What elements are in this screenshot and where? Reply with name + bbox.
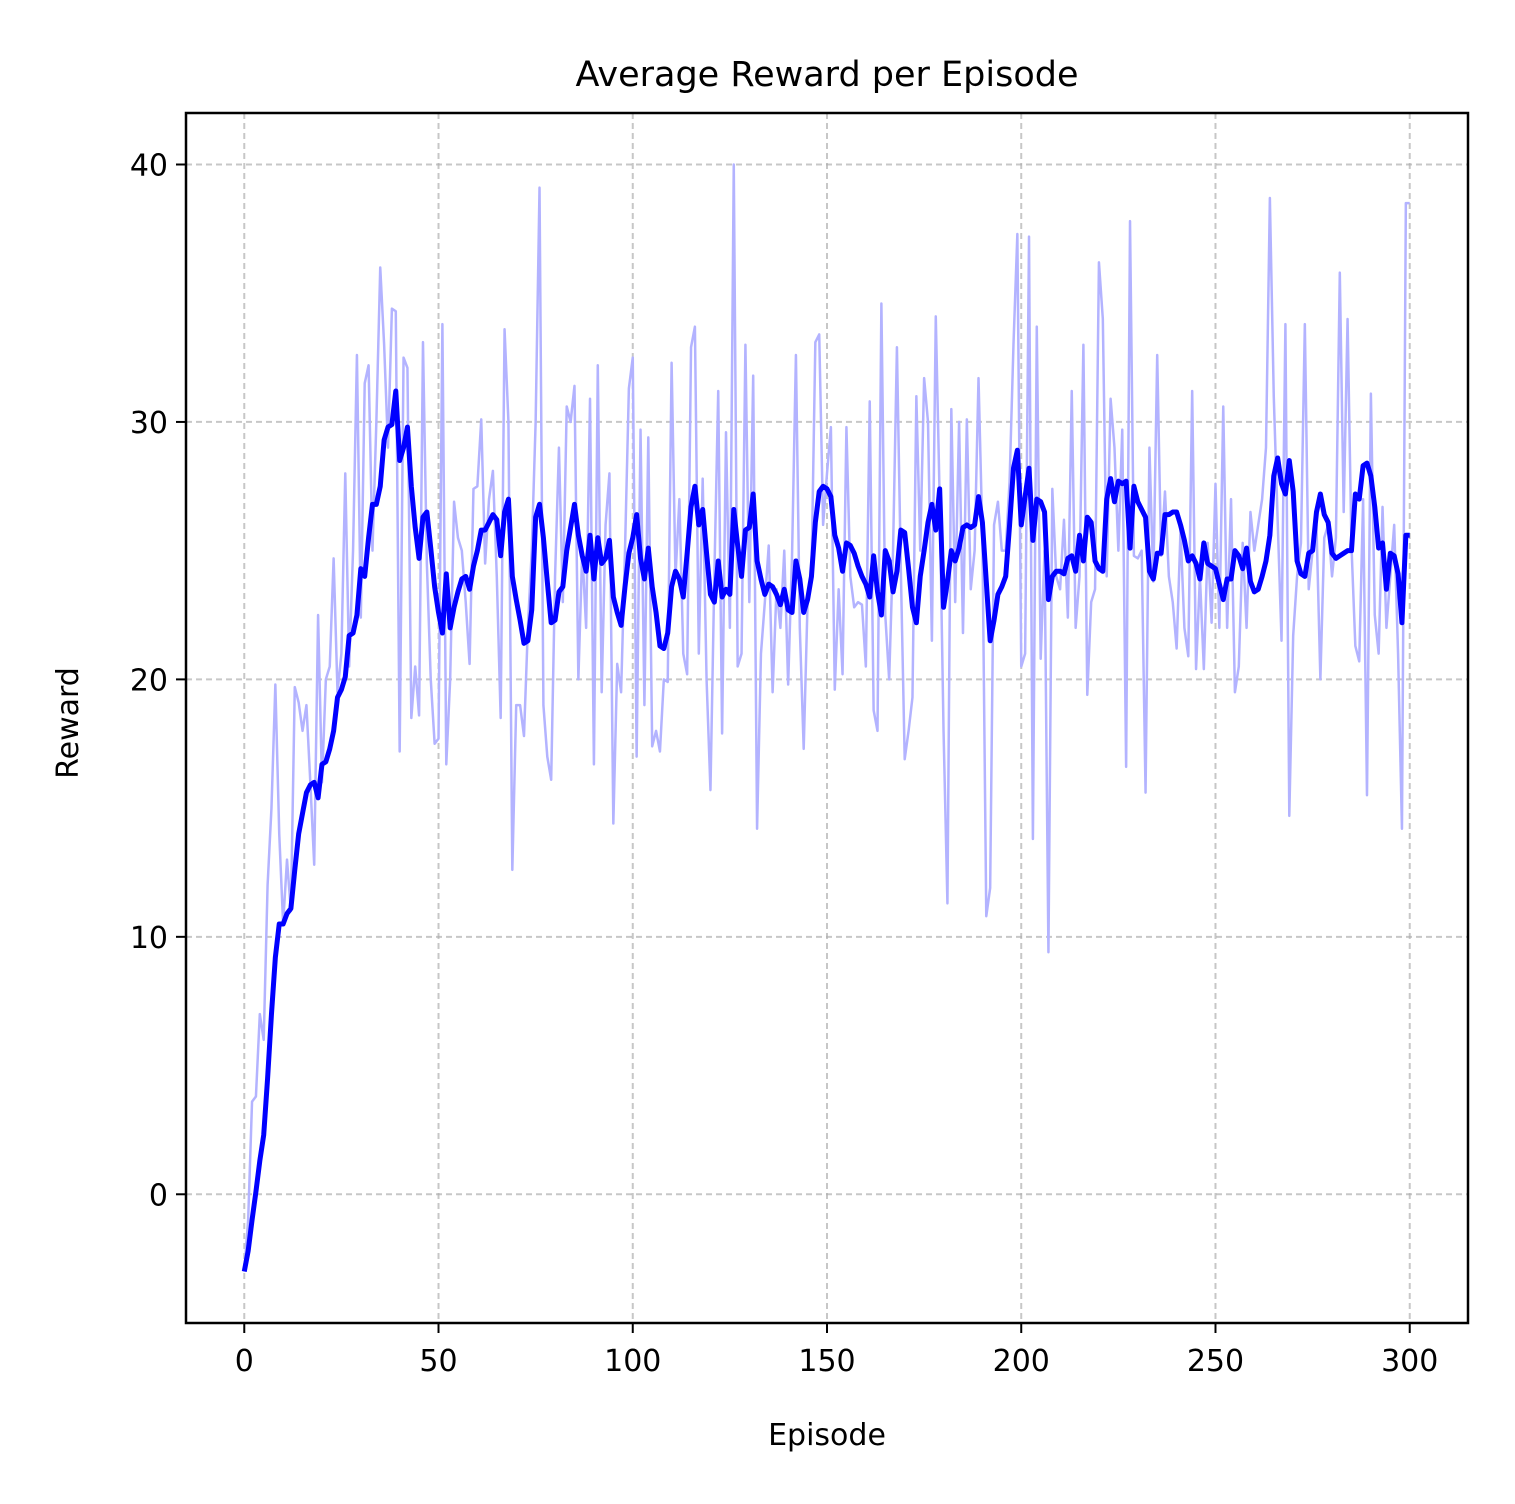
y-tick-label: 30 — [130, 406, 168, 441]
x-axis-label: Episode — [768, 1418, 886, 1453]
plot-frame — [184, 111, 1470, 1325]
x-tick-label: 50 — [419, 1344, 457, 1379]
x-tick-label: 150 — [798, 1344, 855, 1379]
x-tick-label: 300 — [1381, 1344, 1438, 1379]
line-series — [241, 388, 1410, 1272]
x-tick-label: 250 — [1187, 1344, 1244, 1379]
y-tick-label: 20 — [130, 663, 168, 698]
x-tick-label: 0 — [235, 1344, 254, 1379]
y-axis-label: Reward — [51, 667, 86, 779]
y-tick-label: 0 — [149, 1178, 168, 1213]
x-tick-label: 200 — [993, 1344, 1050, 1379]
chart-title: Average Reward per Episode — [575, 55, 1078, 95]
line-series — [243, 163, 1410, 1272]
y-tick-label: 10 — [130, 921, 168, 956]
y-tick-label: 40 — [130, 148, 168, 183]
x-tick-label: 100 — [604, 1344, 661, 1379]
